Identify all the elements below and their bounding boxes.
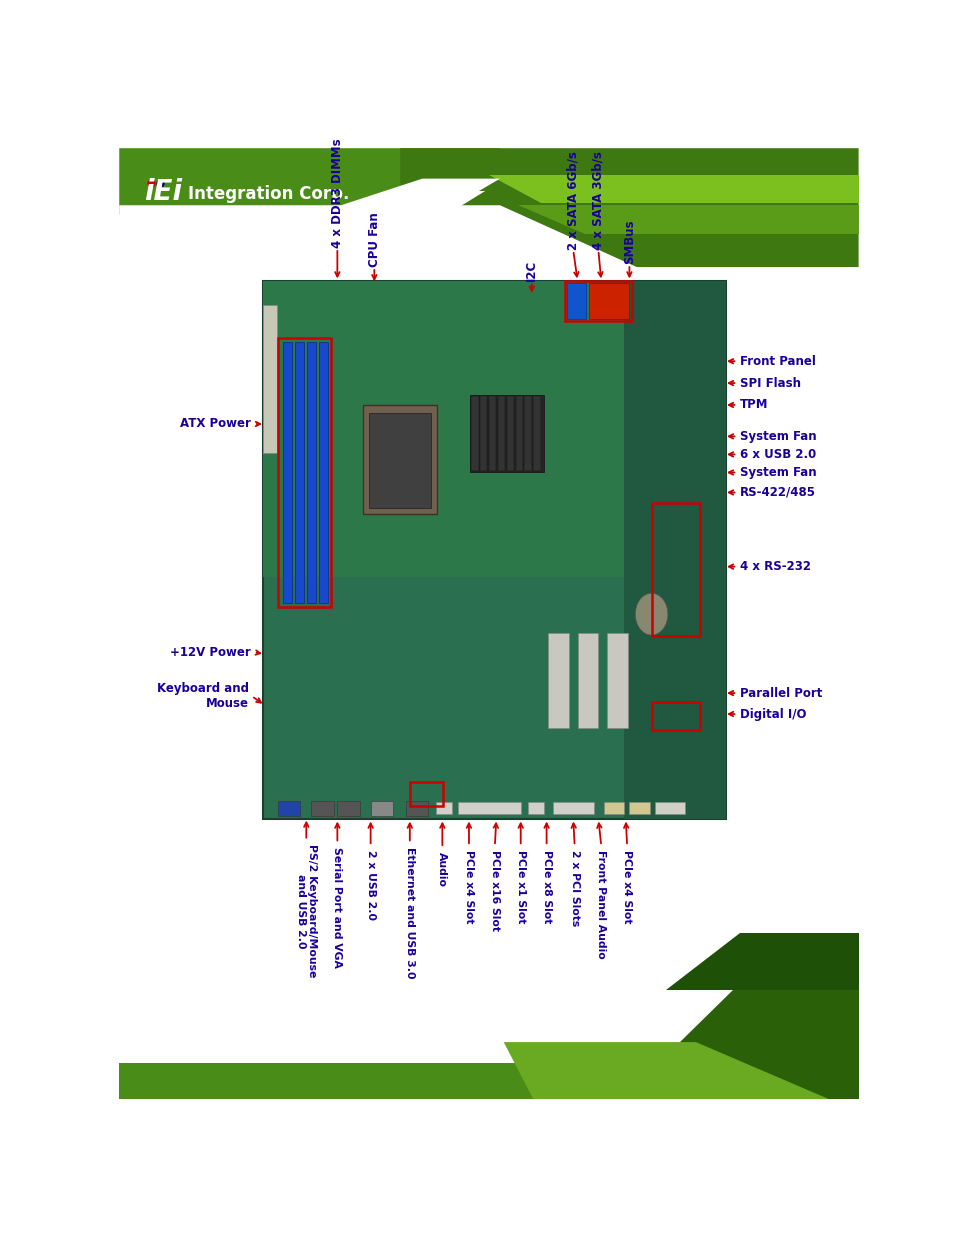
Text: 2 x PCI Slots: 2 x PCI Slots <box>569 850 579 926</box>
Bar <box>307 342 315 603</box>
Text: Ethernet and USB 3.0: Ethernet and USB 3.0 <box>404 847 415 978</box>
Text: TPM: TPM <box>740 399 768 411</box>
Bar <box>528 803 544 814</box>
Polygon shape <box>503 1042 828 1099</box>
Text: Serial Port and VGA: Serial Port and VGA <box>332 847 342 968</box>
Text: PS/2 Keyboard/Mouse
and USB 2.0: PS/2 Keyboard/Mouse and USB 2.0 <box>295 845 316 978</box>
Polygon shape <box>518 205 858 233</box>
Bar <box>488 396 496 471</box>
Text: Keyboard and
Mouse: Keyboard and Mouse <box>156 682 249 710</box>
Text: System Fan: System Fan <box>740 430 816 443</box>
Text: System Fan: System Fan <box>740 466 816 479</box>
Bar <box>651 701 699 730</box>
Polygon shape <box>119 179 499 225</box>
Text: Audio: Audio <box>436 852 447 887</box>
Bar <box>603 803 623 814</box>
Bar <box>470 395 544 472</box>
Text: 6 x USB 2.0: 6 x USB 2.0 <box>740 448 816 461</box>
Text: I2C: I2C <box>525 261 537 282</box>
Polygon shape <box>488 175 858 204</box>
Bar <box>471 396 478 471</box>
Circle shape <box>635 593 667 635</box>
Bar <box>263 305 276 452</box>
Text: Front Panel: Front Panel <box>740 354 816 368</box>
Bar <box>337 800 359 816</box>
Bar <box>564 282 631 321</box>
Polygon shape <box>119 1063 637 1099</box>
Bar <box>629 803 649 814</box>
Bar <box>655 803 684 814</box>
Bar <box>318 342 328 603</box>
Text: Front Panel Audio: Front Panel Audio <box>596 850 606 958</box>
Text: PCIe x4 Slot: PCIe x4 Slot <box>621 850 632 924</box>
Text: SPI Flash: SPI Flash <box>740 377 801 389</box>
Text: SMBus: SMBus <box>622 220 636 264</box>
Polygon shape <box>119 191 485 243</box>
Bar <box>363 405 436 514</box>
Text: PCIe x1 Slot: PCIe x1 Slot <box>516 850 525 924</box>
Text: ATX Power: ATX Power <box>180 417 251 431</box>
Bar <box>457 803 520 814</box>
Text: +12V Power: +12V Power <box>170 646 251 658</box>
Text: 4 x SATA 3Gb/s: 4 x SATA 3Gb/s <box>591 151 604 249</box>
Bar <box>566 283 585 320</box>
Bar <box>606 634 627 729</box>
Bar <box>553 803 594 814</box>
Text: 2 x USB 2.0: 2 x USB 2.0 <box>365 850 375 920</box>
Polygon shape <box>400 148 858 267</box>
Text: Parallel Port: Parallel Port <box>740 687 821 699</box>
Text: iEi: iEi <box>144 178 181 205</box>
Bar <box>263 282 724 577</box>
Bar <box>497 396 505 471</box>
Bar <box>369 412 431 508</box>
Text: CPU Fan: CPU Fan <box>368 212 380 267</box>
Bar <box>479 396 487 471</box>
Bar <box>577 634 598 729</box>
Polygon shape <box>621 989 858 1099</box>
Text: Digital I/O: Digital I/O <box>740 708 806 720</box>
Polygon shape <box>119 148 499 215</box>
Bar <box>410 783 442 806</box>
Bar <box>651 503 699 636</box>
Text: 4 x DDR3 DIMMs: 4 x DDR3 DIMMs <box>331 138 343 248</box>
Bar <box>533 396 540 471</box>
Bar <box>436 803 452 814</box>
Bar <box>547 634 568 729</box>
Bar <box>506 396 514 471</box>
Bar <box>370 800 393 816</box>
Text: 2 x SATA 6Gb/s: 2 x SATA 6Gb/s <box>566 151 579 249</box>
Bar <box>263 282 724 819</box>
Bar <box>311 800 334 816</box>
Text: PCIe x4 Slot: PCIe x4 Slot <box>463 850 474 924</box>
Text: RS-422/485: RS-422/485 <box>740 485 816 499</box>
Bar <box>278 338 331 606</box>
Bar <box>406 800 428 816</box>
Text: 4 x RS-232: 4 x RS-232 <box>740 561 810 573</box>
Bar <box>623 282 724 819</box>
Bar <box>515 396 522 471</box>
Bar <box>588 283 629 320</box>
Text: PCIe x16 Slot: PCIe x16 Slot <box>489 850 499 931</box>
Text: PCIe x8 Slot: PCIe x8 Slot <box>541 850 551 924</box>
Text: Integration Corp.: Integration Corp. <box>188 184 349 203</box>
Bar <box>524 396 531 471</box>
Bar <box>278 800 300 816</box>
Bar <box>283 342 292 603</box>
Polygon shape <box>665 932 858 989</box>
Bar <box>294 342 304 603</box>
